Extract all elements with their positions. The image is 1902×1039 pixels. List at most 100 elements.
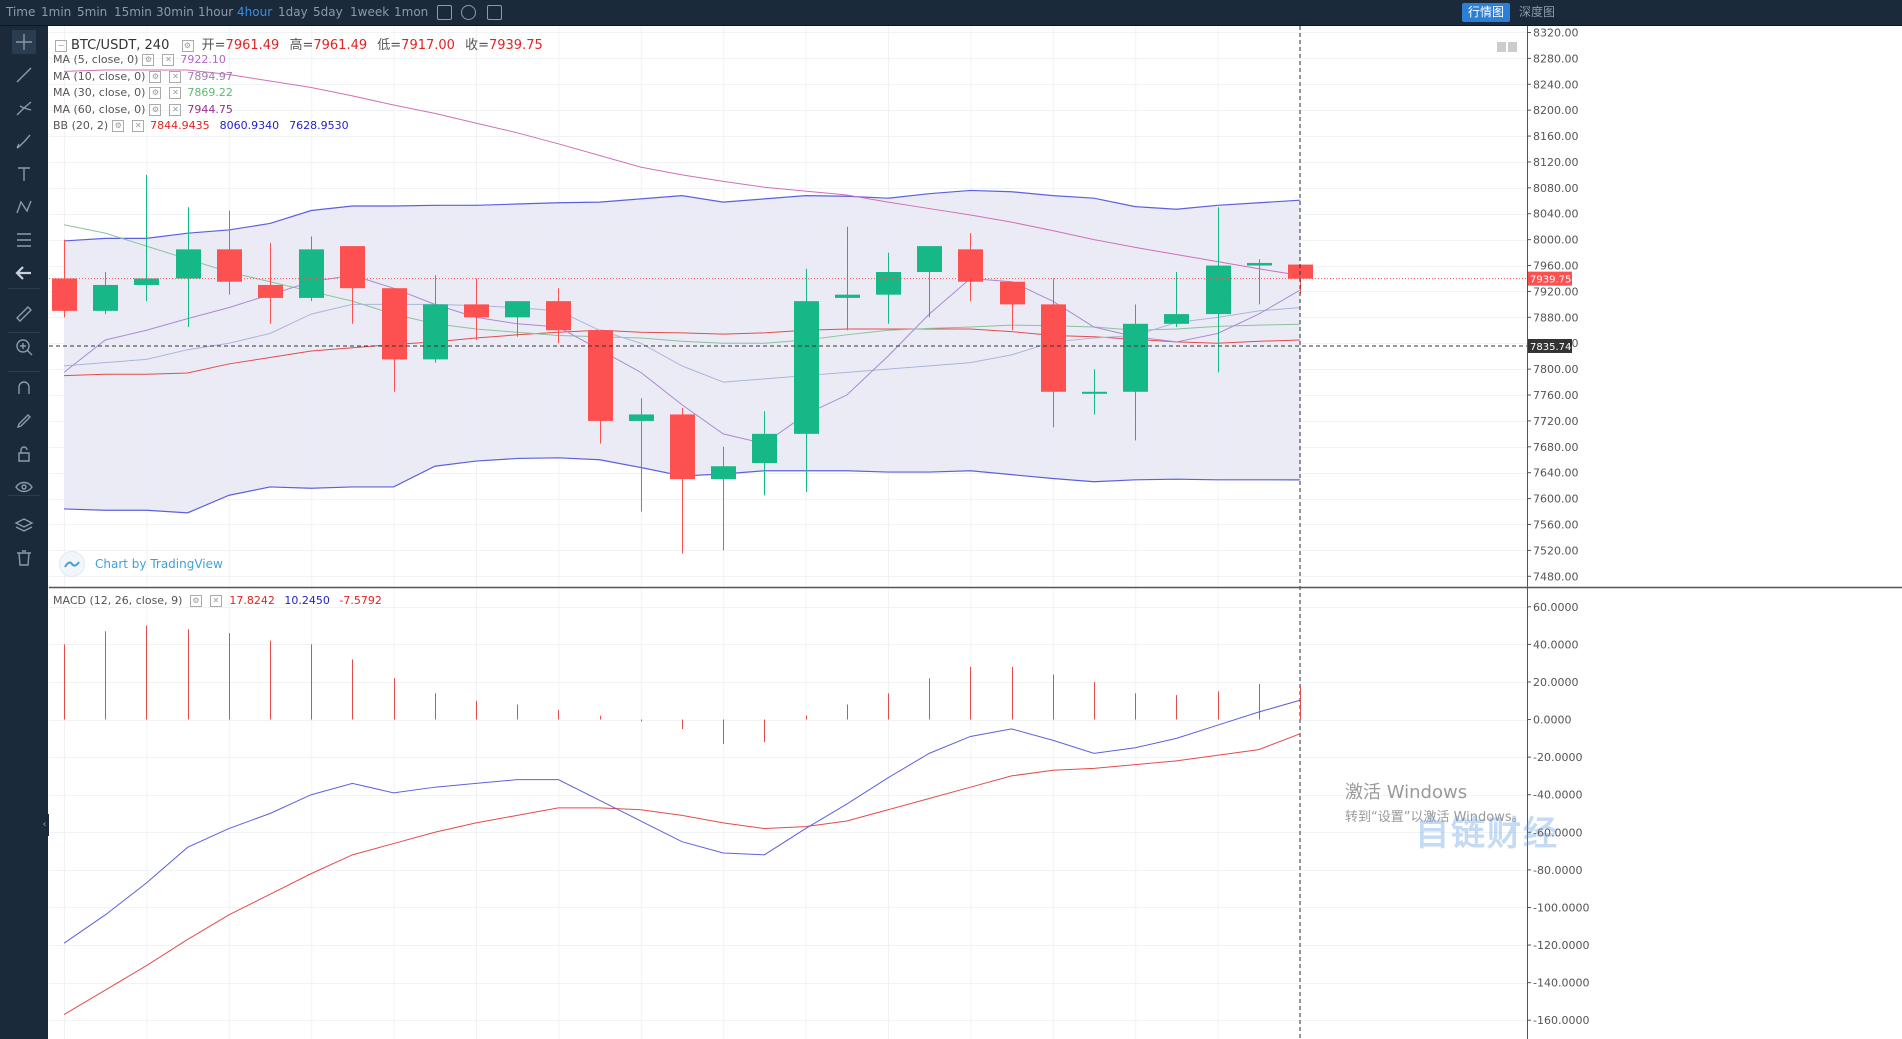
pattern-icon[interactable] [12,195,36,219]
tab-market-chart[interactable]: 行情图 [1462,3,1511,22]
candle-body[interactable] [1206,265,1231,315]
candle-body[interactable] [588,330,613,421]
interval-time[interactable]: Time [6,5,36,19]
indicator-settings-icon[interactable]: ⚙ [149,70,162,83]
interval-4hour[interactable]: 4hour [237,5,273,19]
back-arrow-icon[interactable] [12,261,36,285]
candle-body[interactable] [546,301,571,331]
candle-body[interactable] [1041,304,1066,392]
indicator-settings-icon[interactable]: ⚙ [112,120,125,132]
legend-settings-icon[interactable]: ⚙ [181,39,194,52]
candle-body[interactable] [958,249,983,282]
screenshot-icon[interactable] [487,5,502,20]
indicator-value: 8060.9340 [219,119,280,132]
candle-body[interactable] [382,288,407,360]
candle-body[interactable] [629,414,654,421]
interval-1mon[interactable]: 1mon [394,5,429,19]
unlock-icon[interactable] [12,442,36,466]
candle-body[interactable] [340,246,365,289]
interval-5day[interactable]: 5day [313,5,343,19]
candle-body[interactable] [93,284,118,311]
zoom-icon[interactable] [12,335,36,359]
indicator-remove-icon[interactable]: ✕ [169,70,182,83]
macd-settings-icon[interactable]: ⚙ [189,595,202,607]
interval-1week[interactable]: 1week [350,5,390,19]
crosshair-icon[interactable] [12,30,36,54]
eye-icon[interactable] [12,475,36,499]
indicator-remove-icon[interactable]: ✕ [169,87,182,99]
candle-body[interactable] [505,301,530,318]
pane-collapse-icon[interactable] [1508,42,1517,52]
toolbar-separator [8,288,40,289]
ruler-icon[interactable] [12,302,36,326]
indicator-settings-icon[interactable]: ⚙ [142,54,155,66]
drawing-toolbar [0,26,48,1039]
trendline-icon[interactable] [12,63,36,87]
candle-body[interactable] [752,433,777,463]
chart-type-icon[interactable] [437,5,452,20]
price-axis[interactable]: 8320.00 8280.00 8240.00 8200.00 8160.00 8120.… [1527,26,1589,1027]
candle-body[interactable] [876,272,901,295]
indicator-value: 7894.97 [187,69,233,83]
lock-draw-icon[interactable] [12,409,36,433]
interval-15min[interactable]: 15min [114,5,152,19]
interval-30min[interactable]: 30min [156,5,194,19]
candle-body[interactable] [1082,391,1107,394]
candle-body[interactable] [670,414,695,480]
tab-depth-chart[interactable]: 深度图 [1519,5,1556,19]
toolbar-separator [8,495,40,496]
candle-body[interactable] [52,278,77,311]
magnet-icon[interactable] [12,376,36,400]
indicator-settings-icon[interactable]: ⚙ [149,87,162,99]
pitchfork-icon[interactable] [12,96,36,120]
candle-body[interactable] [134,278,159,285]
candle-body[interactable] [258,284,283,298]
candle-body[interactable] [217,249,242,282]
crosshair-price-badge-bg [1528,338,1572,353]
indicator-legend-3: MA (60, close, 0) ⚙ ✕ 7944.75 [53,103,233,116]
macd-tick-label: -140.0000 [1533,977,1589,990]
candle-body[interactable] [917,246,942,273]
candle-body[interactable] [794,301,819,434]
candle-body[interactable] [1123,323,1148,392]
interval-1min[interactable]: 1min [41,5,72,19]
candle-body[interactable] [1247,262,1272,266]
candle-body[interactable] [423,304,448,360]
macd-tick-label: -80.0000 [1533,864,1582,877]
candle-body[interactable] [835,294,860,298]
collapse-icon[interactable]: − [55,39,67,52]
open-label: 开= [201,38,226,53]
settings-icon[interactable] [461,5,476,20]
tradingview-watermark[interactable]: Chart by TradingView [59,550,223,578]
indicator-value: 7922.10 [180,53,226,66]
candle-body[interactable] [711,466,736,480]
fib-icon[interactable] [12,228,36,252]
candle-body[interactable] [1000,281,1025,305]
macd-value-1: 17.8242 [229,594,275,607]
low-value: 7917.00 [401,38,455,53]
layers-icon[interactable] [12,514,36,538]
chart-canvas[interactable]: 8320.00 8280.00 8240.00 8200.00 8160.00 8120.… [49,26,1902,1039]
indicator-remove-icon[interactable]: ✕ [162,54,175,66]
macd-label: MACD (12, 26, close, 9) [53,594,183,607]
price-tick-label: 7880.00 [1533,311,1579,324]
indicator-remove-icon[interactable]: ✕ [132,120,145,132]
macd-close-icon[interactable]: ✕ [209,595,222,607]
indicator-remove-icon[interactable]: ✕ [169,103,182,116]
interval-1day[interactable]: 1day [278,5,308,19]
interval-5min[interactable]: 5min [77,5,108,19]
chart-area[interactable]: 8320.00 8280.00 8240.00 8200.00 8160.00 8120.… [40,26,1902,1039]
trash-icon[interactable] [12,546,36,570]
candle-body[interactable] [464,304,489,318]
candle-body[interactable] [176,249,201,279]
bb-upper-line [63,189,1301,242]
candle-body[interactable] [1164,314,1189,324]
indicator-settings-icon[interactable]: ⚙ [149,103,162,116]
text-icon[interactable] [12,162,36,186]
interval-1hour[interactable]: 1hour [198,5,234,19]
ma60-line [63,69,1301,276]
candle-body[interactable] [299,249,324,298]
scroll-left-icon[interactable]: ‹ [40,814,49,836]
pane-maximize-icon[interactable] [1497,42,1506,52]
brush-icon[interactable] [12,129,36,153]
